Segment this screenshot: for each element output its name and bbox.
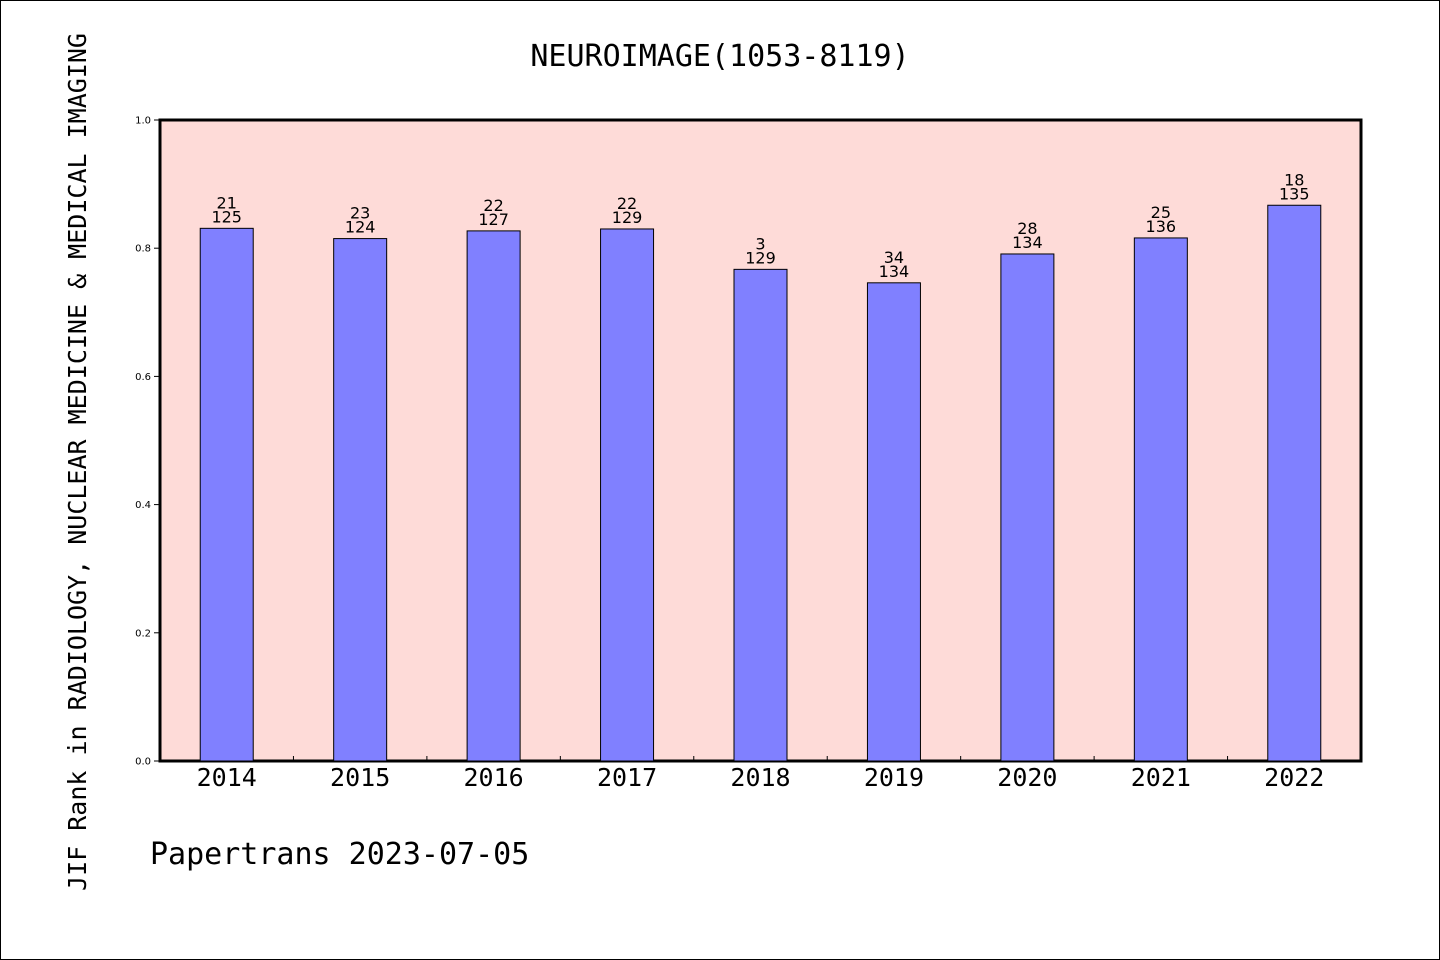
y-axis-ticks: 0.0 0.2 0.4 0.6 0.8 1.0 <box>135 116 160 768</box>
bar-rank-label: 3 <box>755 234 765 253</box>
bar-2015 <box>333 238 388 762</box>
bar-2018 <box>733 268 788 762</box>
bar-rank-label: 34 <box>884 248 904 267</box>
y-tick-label: 0.2 <box>135 628 151 639</box>
bar-total-label: 124 <box>345 218 376 237</box>
bar-2014 <box>199 227 254 762</box>
bar-rank-label: 21 <box>217 193 237 212</box>
y-tick-label: 0.0 <box>135 757 151 768</box>
chart-title: NEUROIMAGE(1053-8119) <box>530 39 909 74</box>
x-tick-label: 2020 <box>997 763 1057 792</box>
x-tick-label: 2014 <box>197 763 257 792</box>
bar-2022 <box>1267 204 1322 762</box>
bar-total-label: 134 <box>1012 233 1043 252</box>
bar-total-label: 135 <box>1279 184 1310 203</box>
x-tick-label: 2019 <box>864 763 924 792</box>
y-tick-label: 0.8 <box>135 244 151 255</box>
y-tick-label: 0.6 <box>135 372 151 383</box>
bar-total-label: 136 <box>1146 217 1177 236</box>
bar-2020 <box>1000 253 1055 762</box>
bar-2016 <box>466 230 521 762</box>
bar-rank-label: 23 <box>350 204 370 223</box>
bar-rank-label: 18 <box>1284 170 1304 189</box>
bar-total-label: 134 <box>879 262 910 281</box>
footer-text: Papertrans 2023-07-05 <box>150 837 529 872</box>
x-tick-label: 2021 <box>1131 763 1191 792</box>
x-tick-label: 2017 <box>597 763 657 792</box>
bar-total-label: 127 <box>478 210 509 229</box>
y-axis-label: JIF Rank in RADIOLOGY, NUCLEAR MEDICINE … <box>63 33 92 891</box>
bar-total-label: 129 <box>745 248 776 267</box>
bar-2021 <box>1133 237 1188 762</box>
bar-total-label: 129 <box>612 208 643 227</box>
y-tick-label: 0.4 <box>135 500 151 511</box>
x-tick-label: 2022 <box>1264 763 1324 792</box>
bar-rank-label: 22 <box>617 194 637 213</box>
x-axis-ticks: 2014 2015 2016 2017 2018 2019 2020 2021 2022 <box>197 756 1324 792</box>
bar-rank-label: 28 <box>1017 219 1037 238</box>
x-tick-label: 2015 <box>330 763 390 792</box>
y-tick-label: 1.0 <box>135 116 151 127</box>
bar-2019 <box>866 282 921 762</box>
x-tick-label: 2016 <box>464 763 524 792</box>
x-tick-label: 2018 <box>730 763 790 792</box>
bar-2017 <box>600 228 655 762</box>
bar-total-label: 125 <box>211 207 242 226</box>
bar-rank-label: 22 <box>483 196 503 215</box>
bar-rank-label: 25 <box>1151 203 1171 222</box>
